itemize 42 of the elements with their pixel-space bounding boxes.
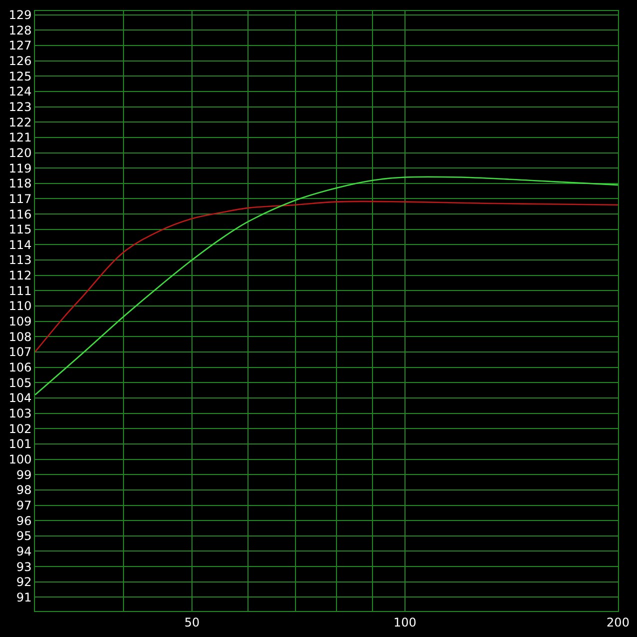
y-tick-label: 129 [8,8,32,22]
y-tick-label: 94 [16,544,32,558]
y-tick-label: 128 [8,23,32,38]
y-tick-label: 113 [8,253,32,268]
y-tick-label: 106 [8,360,32,375]
y-tick-label: 120 [8,146,32,160]
y-tick-label: 125 [8,69,32,84]
y-tick-label: 123 [8,100,32,114]
y-tick-label: 121 [8,130,32,145]
y-tick-label: 104 [8,391,32,406]
y-tick-label: 95 [16,529,32,544]
y-tick-label: 122 [8,115,32,130]
y-tick-label: 96 [16,514,32,528]
x-tick-label: 50 [184,615,200,630]
y-tick-label: 103 [8,406,32,420]
y-tick-label: 117 [8,192,32,206]
y-tick-label: 124 [8,84,32,99]
x-tick-label: 100 [394,615,416,630]
y-tick-label: 111 [8,284,32,298]
y-tick-label: 119 [8,161,32,176]
y-tick-label: 114 [8,238,32,252]
y-tick-label: 108 [8,330,32,344]
y-tick-label: 98 [16,483,32,498]
y-tick-label: 93 [16,560,32,574]
y-tick-label: 105 [8,376,32,390]
y-tick-label: 102 [8,422,32,436]
x-tick-label: 200 [606,615,630,630]
y-tick-label: 112 [8,268,32,283]
y-tick-label: 116 [8,207,32,222]
y-tick-label: 99 [16,468,32,482]
y-tick-label: 107 [8,345,32,360]
y-tick-label: 100 [8,452,32,466]
y-tick-label: 92 [16,575,32,590]
y-tick-label: 91 [16,590,32,604]
y-tick-label: 127 [8,38,32,53]
y-tick-label: 101 [8,437,32,452]
y-tick-label: 115 [8,222,32,237]
y-tick-label: 118 [8,176,32,191]
y-tick-label: 110 [8,299,32,314]
y-tick-label: 109 [8,314,32,329]
y-tick-label: 97 [16,498,32,512]
y-tick-label: 126 [8,54,32,68]
